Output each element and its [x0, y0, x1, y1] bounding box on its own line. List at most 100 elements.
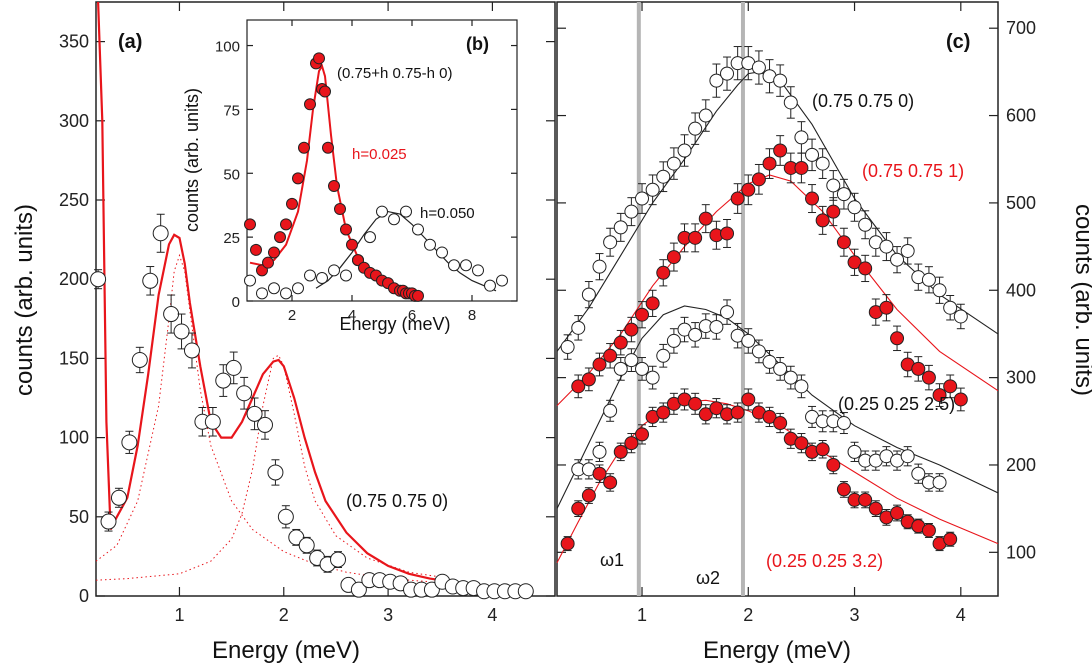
- panel-a-point: [256, 416, 273, 433]
- panel-b-xtick-label: 8: [468, 307, 476, 324]
- panel-b-label-h050: h=0.050: [420, 205, 475, 222]
- panel-b-h050-point: [472, 264, 484, 277]
- panel-b-h050-point: [292, 282, 304, 295]
- panel-c-series-1-point: [836, 187, 851, 202]
- panel-b-label-h025: h=0.025: [352, 146, 407, 163]
- panel-c-frame: [556, 1, 999, 597]
- panel-c-ytick-label: 200: [1006, 455, 1036, 475]
- panel-a-point: [298, 537, 315, 554]
- panel-c-label-025-025-25: (0.25 0.25 2.5): [838, 394, 955, 414]
- panel-c-series-1-point: [900, 243, 915, 258]
- panel-b-ytick-label: 0: [232, 294, 240, 311]
- panel-a-point: [350, 581, 367, 598]
- panel-a-point: [517, 583, 534, 600]
- panel-c-series-1-point: [635, 191, 650, 206]
- panel-c-label-075-075-0: (0.75 0.75 0): [812, 91, 914, 111]
- panel-a-point: [267, 464, 284, 481]
- panel-c-xtick-label: 4: [956, 605, 966, 625]
- panel-c-series-2-point: [921, 370, 936, 385]
- panel-c-series-4-point: [741, 392, 756, 407]
- panel-c-series-3-point: [847, 444, 862, 459]
- panel-c-series-4-point: [698, 407, 713, 422]
- panel-b-h050-point: [244, 274, 256, 287]
- panel-b-h025-point: [298, 141, 310, 154]
- panel-a-ytick-label: 250: [59, 190, 89, 210]
- panel-c-series-3-point: [666, 333, 681, 348]
- panel-c-series-2-point: [943, 379, 958, 394]
- panel-b-h025-point: [340, 223, 352, 236]
- panel-c-series-1-point: [656, 169, 671, 184]
- panel-c-series-2-point: [603, 348, 618, 363]
- panel-c-series-3-point: [794, 379, 809, 394]
- panel-b-h025-point: [274, 231, 286, 244]
- panel-b-h025-point: [328, 180, 340, 193]
- panel-a-point: [173, 323, 190, 340]
- panel-c-series-2-point: [911, 361, 926, 376]
- panel-c-series-2-point: [656, 265, 671, 280]
- panel-c-series-4-point: [826, 457, 841, 472]
- panel-c-series-3-point: [911, 466, 926, 481]
- panel-c-series-4-point: [709, 401, 724, 416]
- panel-c-series-2-point: [698, 211, 713, 226]
- panel-a-xtick-label: 4: [487, 605, 497, 625]
- panel-c-series-4-point: [868, 501, 883, 516]
- panel-c-series-2-point: [762, 156, 777, 171]
- panel-a-point: [131, 351, 148, 368]
- panel-b-h050-point: [340, 269, 352, 282]
- panel-c-series-4-point: [943, 532, 958, 547]
- panel-c-fit-3: [556, 305, 999, 509]
- panel-c-xtick-label: 1: [637, 605, 647, 625]
- panel-b-ytick-label: 25: [223, 230, 240, 247]
- panel-a-point: [121, 434, 138, 451]
- panel-b-ytick-label: 75: [223, 102, 240, 119]
- panel-c-ytick-label: 700: [1006, 18, 1036, 38]
- panel-a-ytick-label: 150: [59, 348, 89, 368]
- panel-b-h025-point: [304, 98, 316, 111]
- panel-a-point: [142, 272, 159, 289]
- panel-c-series-4-point: [635, 427, 650, 442]
- panel-c-series-2-point: [815, 213, 830, 228]
- panel-b-frame: [246, 19, 518, 302]
- panel-c-series-4-point: [730, 405, 745, 420]
- panel-b-h025-point: [346, 238, 358, 251]
- panel-c-series-1-point: [751, 60, 766, 75]
- panel-b-xtick-label: 6: [408, 307, 416, 324]
- panel-c-series-3-point: [783, 370, 798, 385]
- panel-c-series-4-point: [688, 396, 703, 411]
- panel-b-h025-point: [322, 141, 334, 154]
- panel-c-series-2-point: [879, 300, 894, 315]
- panel-b-h050-point: [304, 269, 316, 282]
- panel-c-series-4-point: [613, 444, 628, 459]
- panel-c-series-1-point: [720, 66, 735, 81]
- panel-c-series-1-point: [773, 73, 788, 88]
- panel-b-h050-point: [376, 205, 388, 218]
- panel-c-series-4-point: [858, 492, 873, 507]
- panel-c-series-4-point: [571, 501, 586, 516]
- panel-c-series-3-point: [688, 327, 703, 342]
- panel-c-series-1-point: [571, 320, 586, 335]
- panel-c-series-2-point: [953, 392, 968, 407]
- panel-c-series-3-point: [932, 475, 947, 490]
- panel-c-series-2-point: [666, 250, 681, 265]
- panel-c-label: (c): [946, 31, 970, 53]
- panel-c-series-2-point: [794, 160, 809, 175]
- panel-b-h025-point: [319, 85, 331, 98]
- panel-c-series-2-point: [751, 172, 766, 187]
- panel-c-series-2-point: [858, 261, 873, 276]
- panel-c-series-4-point: [656, 405, 671, 420]
- panel-a-point: [277, 508, 294, 525]
- panel-c-series-2-point: [932, 388, 947, 403]
- panel-c-series-3-point: [709, 319, 724, 334]
- panel-c-omega1-label: ω1: [600, 550, 624, 570]
- panel-b-h025-point: [412, 289, 424, 302]
- panel-b-xtick-label: 2: [288, 307, 296, 324]
- panel-c-xtick-label: 2: [743, 605, 753, 625]
- panel-a-point: [330, 551, 347, 568]
- panel-b-xlabel: Energy (meV): [339, 314, 450, 334]
- panel-c-series-1-point: [953, 309, 968, 324]
- panel-c-series-1-point: [645, 182, 660, 197]
- panel-c-series-2-point: [730, 191, 745, 206]
- panel-a-point: [246, 405, 263, 422]
- panel-b-h025-point: [292, 172, 304, 185]
